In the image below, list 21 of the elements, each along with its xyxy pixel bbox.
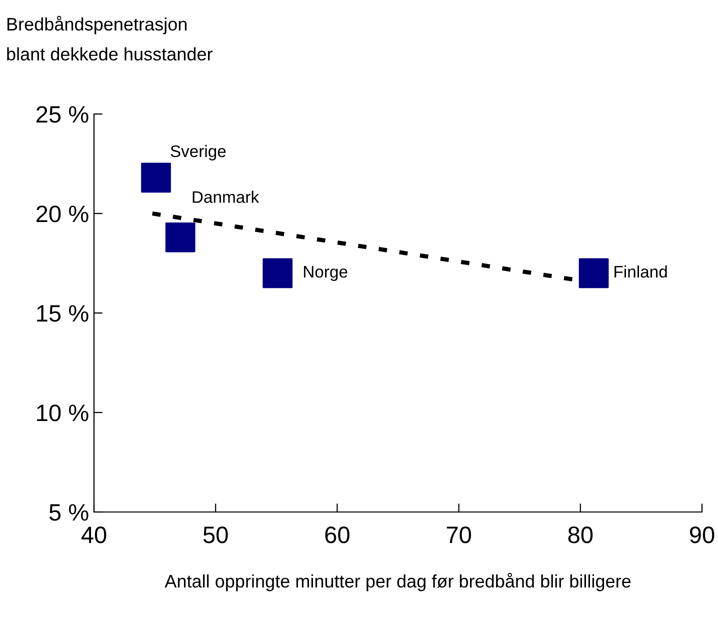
annotation: Finland — [614, 265, 667, 278]
x-tick-label: 40 — [81, 526, 106, 544]
annotation: Sverige — [170, 144, 226, 160]
annotation: Danmark — [192, 190, 260, 203]
x-axis-title: Antall oppringte minutter per dag før bredbånd blir billigere — [164, 572, 631, 592]
y-tick-label: 10 % — [37, 404, 88, 422]
point — [165, 222, 196, 252]
x-tick-label: 90 — [690, 526, 714, 544]
y-tick-label: 20 % — [36, 206, 88, 222]
point — [141, 162, 171, 193]
point — [578, 258, 609, 288]
x-tick-label: 70 — [446, 526, 472, 544]
y-tick-label: 15 % — [37, 305, 88, 322]
x-tick-label: 50 — [203, 526, 228, 544]
x-tick-label: 80 — [568, 526, 593, 544]
point — [262, 258, 293, 288]
x-tick-label: 60 — [325, 526, 350, 544]
annotation: Norge — [304, 266, 348, 281]
y-axis-title: Bredbåndspenetrasjon blant dekkede husstander — [7, 16, 212, 61]
y-tick-label: 25 % — [36, 106, 88, 123]
y-tick-label: 5 % — [49, 504, 88, 521]
